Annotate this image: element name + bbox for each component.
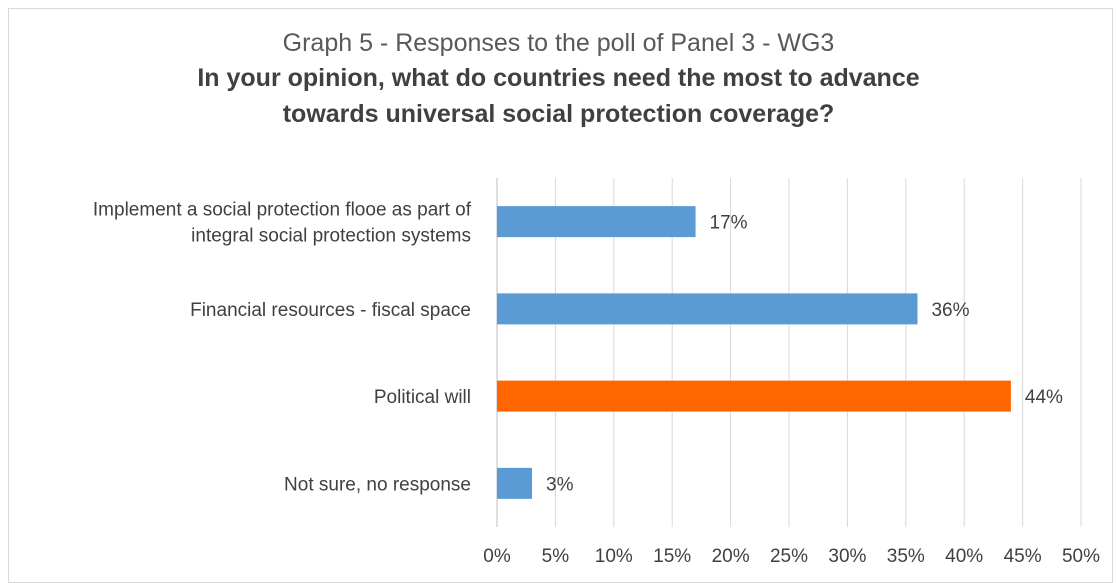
x-tick-label-40: 40% [945, 546, 983, 567]
bar-2 [497, 380, 1011, 412]
x-tick-label-20: 20% [712, 546, 750, 567]
x-tick-label-45: 45% [1004, 546, 1042, 567]
x-tick-label-15: 15% [653, 546, 691, 567]
category-label-0-0: Implement a social protection flooe as p… [93, 200, 472, 221]
chart-title-block: Graph 5 - Responses to the poll of Panel… [0, 26, 1117, 132]
data-label-0: 17% [710, 213, 748, 234]
x-tick-label-0: 0% [483, 546, 511, 567]
bar-1 [497, 293, 918, 325]
chart-subtitle-line-2: towards universal social protection cove… [282, 100, 835, 128]
category-label-0-1: integral social protection systems [191, 226, 471, 247]
x-tick-label-10: 10% [595, 546, 633, 567]
x-tick-label-30: 30% [828, 546, 866, 567]
category-label-1-0: Financial resources - fiscal space [190, 300, 471, 321]
x-tick-label-50: 50% [1062, 546, 1100, 567]
x-tick-label-25: 25% [770, 546, 808, 567]
data-label-3: 3% [546, 474, 574, 495]
x-tick-label-35: 35% [887, 546, 925, 567]
data-label-2: 44% [1025, 387, 1063, 408]
bar-3 [497, 467, 533, 499]
category-label-3-0: Not sure, no response [284, 474, 471, 495]
category-label-2-0: Political will [374, 387, 471, 408]
x-tick-label-5: 5% [542, 546, 570, 567]
chart-title: Graph 5 - Responses to the poll of Panel… [282, 29, 835, 57]
data-label-1: 36% [931, 300, 969, 321]
bar-0 [497, 206, 696, 238]
chart-subtitle-line-1: In your opinion, what do countries need … [197, 64, 920, 92]
